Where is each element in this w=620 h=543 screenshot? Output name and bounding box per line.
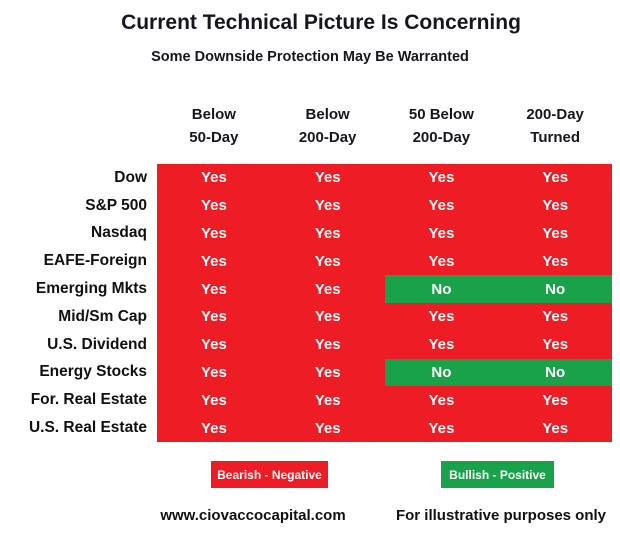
matrix-cell: Yes xyxy=(498,164,612,192)
matrix-cell: Yes xyxy=(498,386,612,415)
matrix-cell: Yes xyxy=(270,302,385,331)
footer: www.ciovaccocapital.com For illustrative… xyxy=(0,507,620,531)
column-header: Below 200-Day xyxy=(271,100,385,152)
column-header-line1: 200-Day xyxy=(526,106,584,123)
column-header: Below 50-Day xyxy=(157,100,271,152)
matrix-cell: Yes xyxy=(498,247,612,276)
matrix-cell: Yes xyxy=(157,330,271,359)
table-row: Mid/Sm Cap Yes Yes Yes Yes xyxy=(0,302,612,331)
column-header-line2: 200-Day xyxy=(298,129,357,146)
row-label: U.S. Dividend xyxy=(0,330,157,359)
matrix-cell: Yes xyxy=(270,386,385,415)
row-label: U.S. Real Estate xyxy=(0,414,157,442)
table-row: Energy Stocks Yes Yes No No xyxy=(0,358,612,387)
technical-matrix-table: Dow Yes Yes Yes Yes S&P 500 Yes Yes Yes Yes Nasdaq… xyxy=(0,164,612,442)
matrix-cell: Yes xyxy=(498,414,612,442)
row-label: Nasdaq xyxy=(0,219,157,248)
matrix-cell: Yes xyxy=(270,164,385,192)
matrix-cell: Yes xyxy=(270,219,385,248)
matrix-cell: Yes xyxy=(157,358,271,387)
matrix-cell: Yes xyxy=(384,191,499,220)
table-row: S&P 500 Yes Yes Yes Yes xyxy=(0,191,612,220)
column-header-line2: 50-Day xyxy=(189,129,239,146)
matrix-cell: Yes xyxy=(270,330,385,359)
table-row: U.S. Dividend Yes Yes Yes Yes xyxy=(0,330,612,359)
matrix-cell: Yes xyxy=(270,275,385,303)
table-row: U.S. Real Estate Yes Yes Yes Yes xyxy=(0,414,612,442)
column-header: 50 Below 200-Day xyxy=(385,100,499,152)
header-spacer xyxy=(0,100,157,152)
table-row: For. Real Estate Yes Yes Yes Yes xyxy=(0,386,612,415)
matrix-cell: Yes xyxy=(384,302,499,331)
matrix-cell: Yes xyxy=(498,330,612,359)
matrix-cell: Yes xyxy=(157,275,271,303)
matrix-cell: No xyxy=(384,275,499,303)
matrix-cell: Yes xyxy=(157,191,271,220)
matrix-cell: Yes xyxy=(384,219,499,248)
matrix-cell: No xyxy=(384,358,499,387)
matrix-cell: Yes xyxy=(157,219,271,248)
disclaimer-text: For illustrative purposes only xyxy=(395,507,607,524)
column-header-line1: Below xyxy=(191,106,236,123)
matrix-cell: Yes xyxy=(157,386,271,415)
matrix-cell: Yes xyxy=(384,386,499,415)
legend-bearish-badge: Bearish - Negative xyxy=(211,461,328,488)
column-header-line1: 50 Below xyxy=(408,106,474,123)
matrix-cell: Yes xyxy=(384,414,499,442)
table-row: Nasdaq Yes Yes Yes Yes xyxy=(0,219,612,248)
matrix-cell: Yes xyxy=(384,247,499,276)
website-text: www.ciovaccocapital.com xyxy=(160,507,346,524)
row-label: Emerging Mkts xyxy=(0,275,157,303)
matrix-cell: Yes xyxy=(157,302,271,331)
legend: Bearish - Negative Bullish - Positive xyxy=(0,461,620,489)
page-title: Current Technical Picture Is Concerning xyxy=(121,11,521,34)
row-label: Dow xyxy=(0,164,157,192)
matrix-cell: Yes xyxy=(270,358,385,387)
table-row: Dow Yes Yes Yes Yes xyxy=(0,164,612,192)
row-label: S&P 500 xyxy=(0,191,157,220)
row-label: For. Real Estate xyxy=(0,386,157,415)
column-header-row: Below 50-Day Below 200-Day 50 Below 200-Day 20… xyxy=(0,100,612,152)
column-header-line1: Below xyxy=(305,106,350,123)
matrix-cell: Yes xyxy=(498,302,612,331)
page-subtitle: Some Downside Protection May Be Warrante… xyxy=(151,49,469,65)
matrix-cell: Yes xyxy=(270,191,385,220)
table-row: EAFE-Foreign Yes Yes Yes Yes xyxy=(0,247,612,276)
matrix-cell: Yes xyxy=(384,330,499,359)
matrix-cell: Yes xyxy=(498,191,612,220)
legend-bullish-badge: Bullish - Positive xyxy=(441,461,554,488)
matrix-cell: Yes xyxy=(384,164,499,192)
matrix-cell: Yes xyxy=(157,247,271,276)
column-header: 200-Day Turned xyxy=(498,100,612,152)
matrix-cell: Yes xyxy=(270,414,385,442)
row-label: Mid/Sm Cap xyxy=(0,302,157,331)
matrix-cell: Yes xyxy=(270,247,385,276)
matrix-cell: No xyxy=(498,275,612,303)
table-row: Emerging Mkts Yes Yes No No xyxy=(0,275,612,303)
column-header-line2: 200-Day xyxy=(412,129,471,146)
row-label: Energy Stocks xyxy=(0,358,157,387)
matrix-cell: Yes xyxy=(157,164,271,192)
row-label: EAFE-Foreign xyxy=(0,247,157,276)
column-header-line2: Turned xyxy=(530,129,580,146)
matrix-cell: No xyxy=(498,358,612,387)
matrix-cell: Yes xyxy=(157,414,271,442)
matrix-cell: Yes xyxy=(498,219,612,248)
